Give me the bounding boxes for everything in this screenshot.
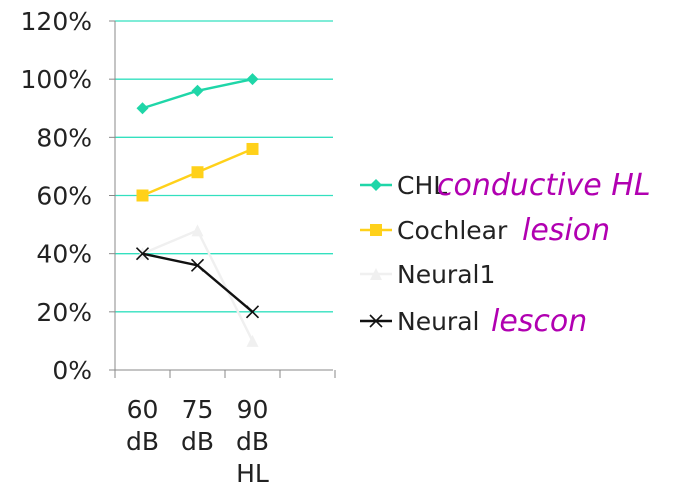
legend: CHL Cochlear Neural1 Neural: [360, 171, 508, 336]
x-tick-label: dB: [181, 427, 214, 456]
legend-label: CHL: [397, 171, 447, 200]
data-point: [246, 142, 259, 155]
handwritten-annotation: conductive HL: [437, 168, 651, 203]
series-chl: [136, 73, 259, 115]
series-cochlear: [136, 142, 259, 202]
handwritten-annotation: lescon: [491, 304, 587, 339]
data-point: [369, 314, 383, 328]
data-point: [190, 258, 205, 272]
data-point: [135, 247, 150, 261]
gridlines: [115, 20, 333, 313]
legend-item-chl: CHL: [360, 171, 447, 200]
data-point: [191, 166, 204, 179]
y-tick-label: 120%: [21, 7, 92, 36]
legend-label: Neural: [397, 307, 479, 336]
y-tick-label: 60%: [36, 182, 92, 211]
data-point: [136, 102, 149, 115]
data-point: [191, 84, 204, 97]
legend-label: Cochlear: [397, 216, 508, 245]
x-tick-label-group: 60 dB: [126, 395, 159, 456]
series: [135, 73, 260, 347]
x-tick-label: dB: [126, 427, 159, 456]
handwritten-annotation: lesion: [522, 213, 610, 248]
x-marker-stroke: [135, 247, 150, 261]
series-neural1: [136, 224, 259, 347]
data-point: [370, 268, 382, 280]
x-tick-label: 75: [182, 395, 214, 424]
x-tick-label: HL: [236, 459, 269, 488]
y-tick-labels: 0% 20% 40% 60% 80% 100% 120%: [21, 7, 92, 385]
x-tick-label: dB: [236, 427, 269, 456]
data-point: [245, 305, 260, 319]
legend-label: Neural1: [397, 260, 495, 289]
series-line: [142, 228, 254, 342]
data-point: [246, 73, 259, 86]
series-line: [142, 252, 254, 313]
legend-item-neural1: Neural1: [360, 260, 495, 289]
data-point: [136, 189, 149, 202]
legend-item-neural: Neural: [360, 307, 479, 336]
annotations: conductive HL lesion lescon: [437, 168, 651, 339]
x-marker-stroke: [369, 314, 383, 328]
y-tick-label: 0%: [52, 356, 92, 385]
x-tick-label: 60: [127, 395, 159, 424]
y-tick-label: 40%: [36, 240, 92, 269]
data-point: [191, 224, 204, 237]
data-point: [370, 224, 382, 236]
y-tick-label: 80%: [36, 123, 92, 152]
series-neural: [135, 247, 260, 319]
y-tick-label: 20%: [36, 298, 92, 327]
x-tick-label-group: 90 dB HL: [236, 395, 269, 488]
y-tick-label: 100%: [21, 65, 92, 94]
legend-item-cochlear: Cochlear: [360, 216, 508, 245]
x-tick-labels: 60 dB 75 dB 90 dB HL: [126, 395, 269, 488]
data-point: [246, 334, 259, 347]
data-point: [370, 179, 382, 191]
x-marker-stroke: [245, 305, 260, 319]
x-tick-label-group: 75 dB: [181, 395, 214, 456]
x-tick-label: 90: [237, 395, 269, 424]
axes: [109, 20, 336, 378]
x-marker-stroke: [190, 258, 205, 272]
